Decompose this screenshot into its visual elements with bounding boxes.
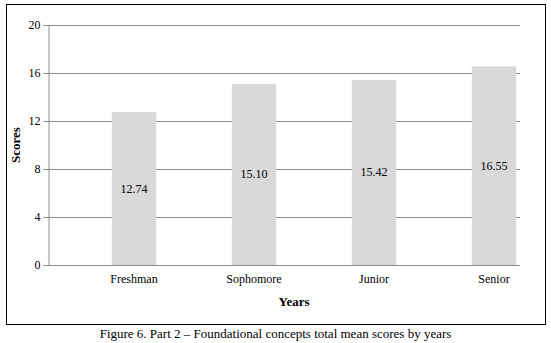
data-label: 12.74 <box>121 182 148 196</box>
x-axis: Freshman Sophomore Junior Senior <box>48 266 520 286</box>
x-axis-title: Years <box>278 294 309 309</box>
tick-label: Senior <box>478 272 509 286</box>
grid-line <box>48 265 520 266</box>
tick-label: 8 <box>35 162 41 176</box>
frame <box>7 5 546 325</box>
tick-mark <box>44 121 49 122</box>
tick: Junior <box>359 272 389 286</box>
data-label: 15.42 <box>361 165 388 179</box>
tick-mark <box>44 265 49 266</box>
axis-line <box>44 26 50 266</box>
chart: 12.74 15.10 15.42 16.55 0 4 8 12 16 20 Freshman Sop… <box>0 0 551 343</box>
tick-mark <box>44 169 49 170</box>
tick-label: 16 <box>29 66 41 80</box>
data-label: 16.55 <box>481 159 508 173</box>
tick-label: 4 <box>35 210 41 224</box>
bar <box>232 84 276 265</box>
y-axis: 0 4 8 12 16 20 <box>29 18 50 272</box>
tick-label: Freshman <box>110 272 157 286</box>
tick-mark <box>44 73 49 74</box>
tick-mark <box>44 25 49 26</box>
tick-label: 12 <box>29 114 41 128</box>
tick: 16 <box>29 66 49 80</box>
caption: Figure 6. Part 2 – Foundational concepts… <box>100 326 452 341</box>
bar <box>472 66 516 265</box>
tick: 20 <box>29 18 49 32</box>
y-axis-title: Scores <box>8 127 23 163</box>
tick: Freshman <box>110 272 157 286</box>
tick: 8 <box>35 162 49 176</box>
tick: Sophomore <box>226 272 281 286</box>
tick: 12 <box>29 114 49 128</box>
tick: 4 <box>35 210 49 224</box>
tick-label: 0 <box>35 258 41 272</box>
tick-label: Junior <box>359 272 389 286</box>
axis-line <box>48 265 520 266</box>
tick-label: Sophomore <box>226 272 281 286</box>
tick: Senior <box>478 272 509 286</box>
data-labels: 12.74 15.10 15.42 16.55 <box>121 159 508 196</box>
bar <box>352 80 396 265</box>
tick-label: 20 <box>29 18 41 32</box>
tick-mark <box>44 217 49 218</box>
grid-line <box>48 73 520 74</box>
data-label: 15.10 <box>241 167 268 181</box>
bar <box>112 112 156 265</box>
tick: 0 <box>35 258 49 272</box>
grid <box>48 26 520 266</box>
grid-line <box>48 25 520 26</box>
bars <box>112 66 516 265</box>
